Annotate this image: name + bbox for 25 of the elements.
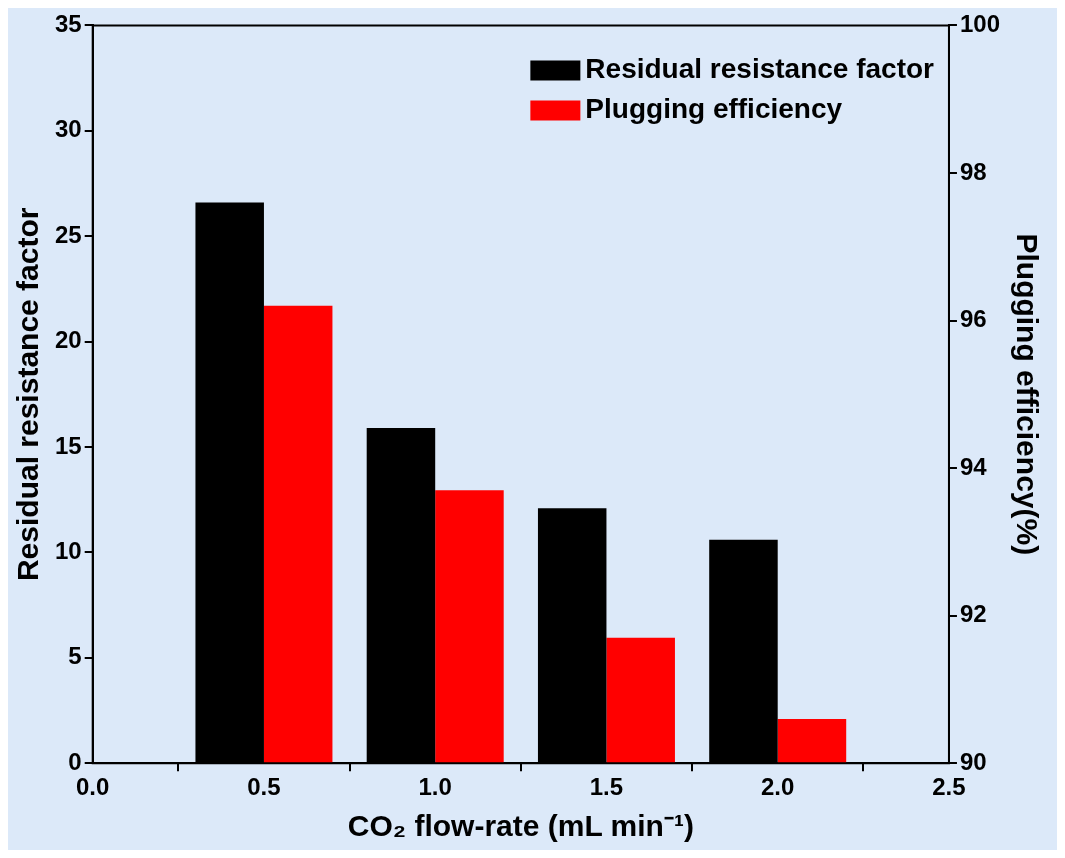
x-tick-label: 0.0 bbox=[76, 773, 110, 801]
legend-label: Residual resistance factor bbox=[585, 53, 935, 85]
y-tick-label: 0 bbox=[68, 747, 82, 775]
y-tick-label: 10 bbox=[54, 537, 82, 565]
x-tick-label: 2.5 bbox=[932, 773, 966, 801]
y2-tick-label: 90 bbox=[959, 747, 987, 775]
y2-tick-label: 100 bbox=[959, 10, 1000, 38]
y-tick-label: 30 bbox=[54, 115, 82, 143]
y-tick-label: 5 bbox=[68, 642, 82, 670]
legend-label: Plugging efficiency bbox=[585, 93, 843, 125]
x-tick-label: 0.5 bbox=[247, 773, 281, 801]
x-tick-label: 2.0 bbox=[761, 773, 795, 801]
y-tick-label: 35 bbox=[54, 10, 82, 38]
y2-tick-label: 94 bbox=[959, 452, 988, 480]
y-tick-label: 15 bbox=[54, 431, 82, 459]
x-axis-title: CO₂ flow-rate (mL min⁻¹) bbox=[347, 809, 694, 843]
y2-axis-title: Plugging efficiency(%) bbox=[1010, 233, 1044, 556]
x-tick-label: 1.0 bbox=[418, 773, 452, 801]
y2-tick-label: 92 bbox=[959, 600, 987, 628]
x-tick-label: 1.5 bbox=[589, 773, 624, 801]
y2-tick-label: 98 bbox=[959, 157, 987, 185]
y2-tick-label: 96 bbox=[959, 305, 987, 333]
y-tick-label: 25 bbox=[54, 220, 82, 248]
y-axis-title: Residual resistance factor bbox=[11, 207, 45, 582]
y-tick-label: 20 bbox=[54, 326, 82, 354]
